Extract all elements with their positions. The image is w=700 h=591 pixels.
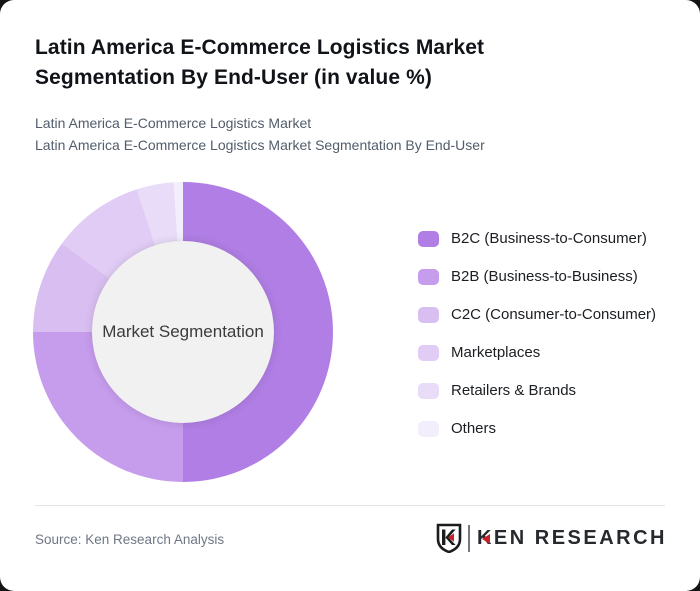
legend-item: Retailers & Brands (418, 381, 656, 400)
subtitle-line-1: Latin America E-Commerce Logistics Marke… (35, 115, 312, 131)
page-title: Latin America E-Commerce Logistics Marke… (35, 36, 485, 89)
legend-label: Marketplaces (451, 344, 541, 361)
donut-hole: Market Segmentation (92, 241, 274, 423)
legend-item: Marketplaces (418, 343, 656, 362)
legend-item: B2C (Business-to-Consumer) (418, 229, 656, 248)
ken-research-logo: KEN RESEARCH (436, 523, 667, 553)
legend-label: Retailers & Brands (451, 382, 577, 399)
legend-label: C2C (Consumer-to-Consumer) (451, 306, 657, 323)
center-label: Market Segmentation (102, 322, 264, 341)
legend-item: Others (418, 419, 656, 438)
logo-wordmark: KEN RESEARCH (476, 526, 667, 549)
ken-shield-icon (436, 523, 462, 553)
logo-red-triangle-icon (447, 533, 454, 542)
legend-item: B2B (Business-to-Business) (418, 267, 656, 286)
subtitle-block: Latin America E-Commerce Logistics Marke… (35, 112, 485, 156)
footer-divider (35, 505, 665, 506)
legend-swatch (418, 382, 439, 399)
legend-swatch (418, 230, 439, 247)
source-text: Source: Ken Research Analysis (35, 532, 225, 547)
legend-label: B2B (Business-to-Business) (451, 268, 638, 285)
legend: B2C (Business-to-Consumer) B2B (Business-… (418, 229, 656, 457)
legend-item: C2C (Consumer-to-Consumer) (418, 305, 656, 324)
legend-swatch (418, 420, 439, 437)
subtitle-line-2: Latin America E-Commerce Logistics Marke… (35, 137, 485, 153)
legend-swatch (418, 344, 439, 361)
legend-label: Others (451, 420, 497, 437)
logo-divider (467, 524, 470, 552)
legend-swatch (418, 306, 439, 323)
legend-swatch (418, 268, 439, 285)
legend-label: B2C (Business-to-Consumer) (451, 230, 647, 247)
donut-chart: Market Segmentation (33, 182, 333, 482)
wordmark-red-triangle-icon (481, 533, 490, 544)
